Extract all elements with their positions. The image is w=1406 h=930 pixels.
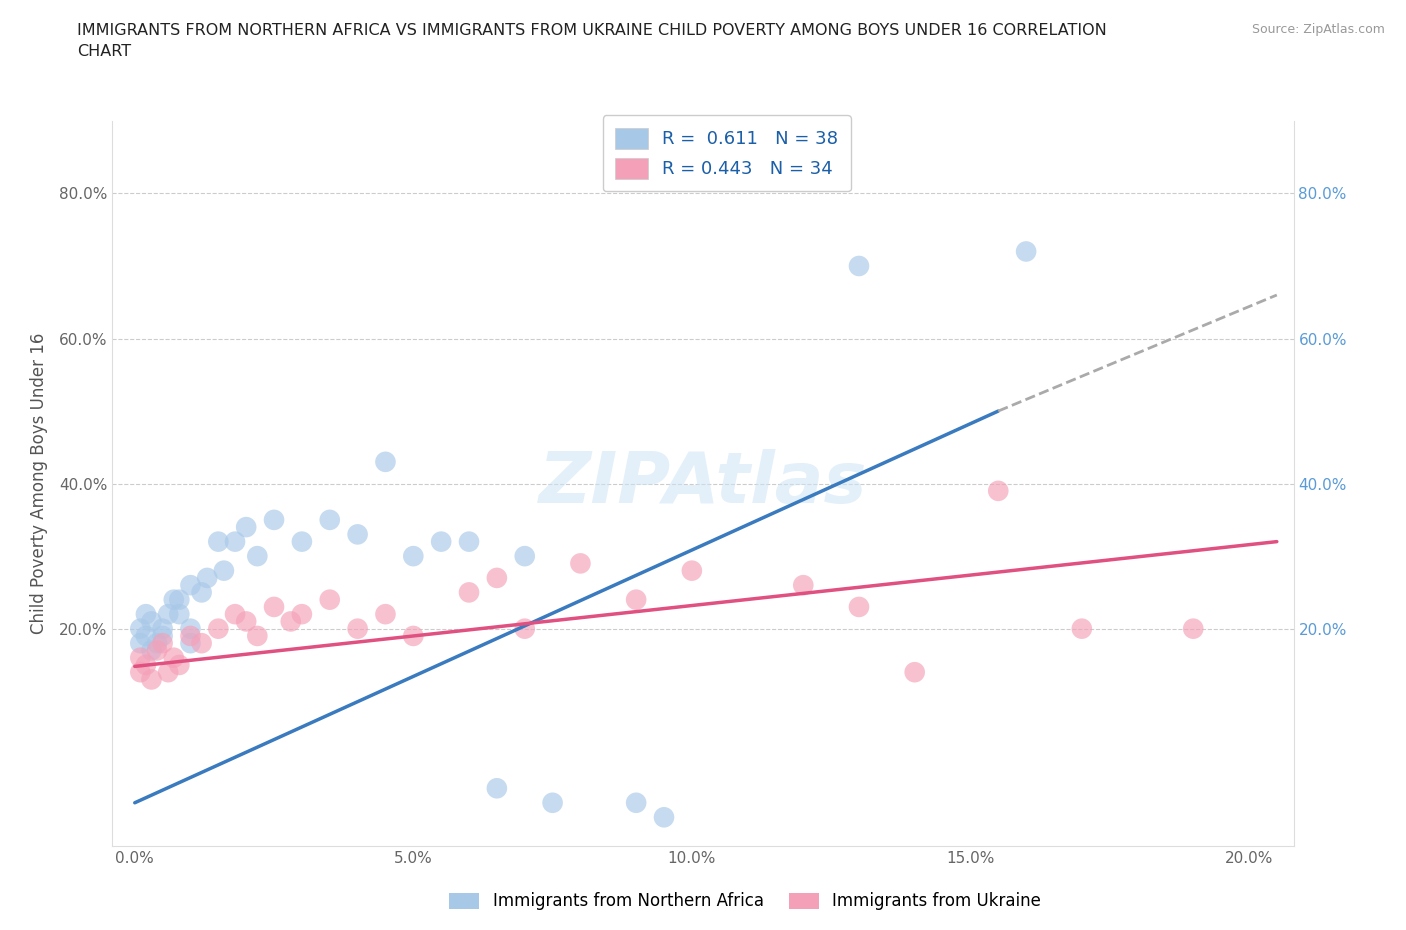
Point (212, 564, 235, 578)
Point (458, 534, 481, 549)
Text: Source: ZipAtlas.com: Source: ZipAtlas.com (1251, 23, 1385, 36)
Point (179, 621, 201, 636)
Point (291, 534, 314, 549)
Point (152, 629, 174, 644)
Point (163, 592, 186, 607)
Text: IMMIGRANTS FROM NORTHERN AFRICA VS IMMIGRANTS FROM UKRAINE CHILD POVERTY AMONG B: IMMIGRANTS FROM NORTHERN AFRICA VS IMMIG… (77, 23, 1107, 60)
Point (624, 592, 647, 607)
Text: ZIPAtlas: ZIPAtlas (538, 449, 868, 518)
Point (129, 621, 152, 636)
Point (624, 795, 647, 810)
Legend: Immigrants from Northern Africa, Immigrants from Ukraine: Immigrants from Northern Africa, Immigra… (443, 885, 1047, 917)
Point (374, 455, 396, 470)
Point (129, 650, 152, 665)
Point (141, 643, 163, 658)
Point (190, 585, 212, 600)
Point (346, 621, 368, 636)
Point (458, 585, 481, 600)
Point (402, 549, 425, 564)
Point (681, 564, 703, 578)
Point (169, 658, 191, 672)
Point (190, 636, 212, 651)
Point (280, 614, 302, 629)
Point (235, 520, 257, 535)
Point (513, 549, 536, 564)
Point (224, 606, 246, 621)
Point (430, 534, 453, 549)
Point (246, 629, 269, 644)
Point (179, 578, 201, 592)
Point (263, 600, 285, 615)
Point (224, 534, 246, 549)
Point (402, 629, 425, 644)
Point (1015, 244, 1038, 259)
Point (135, 658, 157, 672)
Point (235, 614, 257, 629)
Point (207, 621, 229, 636)
Point (152, 621, 174, 636)
Point (319, 512, 342, 527)
Point (485, 570, 508, 585)
Point (207, 534, 229, 549)
Point (129, 636, 152, 651)
Point (157, 665, 180, 680)
Point (141, 672, 163, 687)
Point (904, 665, 927, 680)
Point (135, 629, 157, 644)
Point (152, 636, 174, 651)
Point (987, 484, 1010, 498)
Point (169, 606, 191, 621)
Point (146, 636, 169, 651)
Y-axis label: Child Poverty Among Boys Under 16: Child Poverty Among Boys Under 16 (30, 333, 48, 634)
Point (135, 606, 157, 621)
Point (169, 592, 191, 607)
Point (246, 549, 269, 564)
Point (146, 643, 169, 658)
Legend: R =  0.611   N = 38, R = 0.443   N = 34: R = 0.611 N = 38, R = 0.443 N = 34 (603, 115, 851, 192)
Point (1182, 621, 1205, 636)
Point (129, 665, 152, 680)
Point (319, 592, 342, 607)
Point (848, 600, 870, 615)
Point (195, 570, 218, 585)
Point (652, 810, 675, 825)
Point (374, 606, 396, 621)
Point (346, 527, 368, 542)
Point (291, 606, 314, 621)
Point (848, 259, 870, 273)
Point (1070, 621, 1092, 636)
Point (541, 795, 564, 810)
Point (141, 614, 163, 629)
Point (792, 578, 814, 592)
Point (569, 556, 592, 571)
Point (485, 781, 508, 796)
Point (513, 621, 536, 636)
Point (179, 629, 201, 644)
Point (157, 606, 180, 621)
Point (163, 650, 186, 665)
Point (179, 636, 201, 651)
Point (263, 512, 285, 527)
